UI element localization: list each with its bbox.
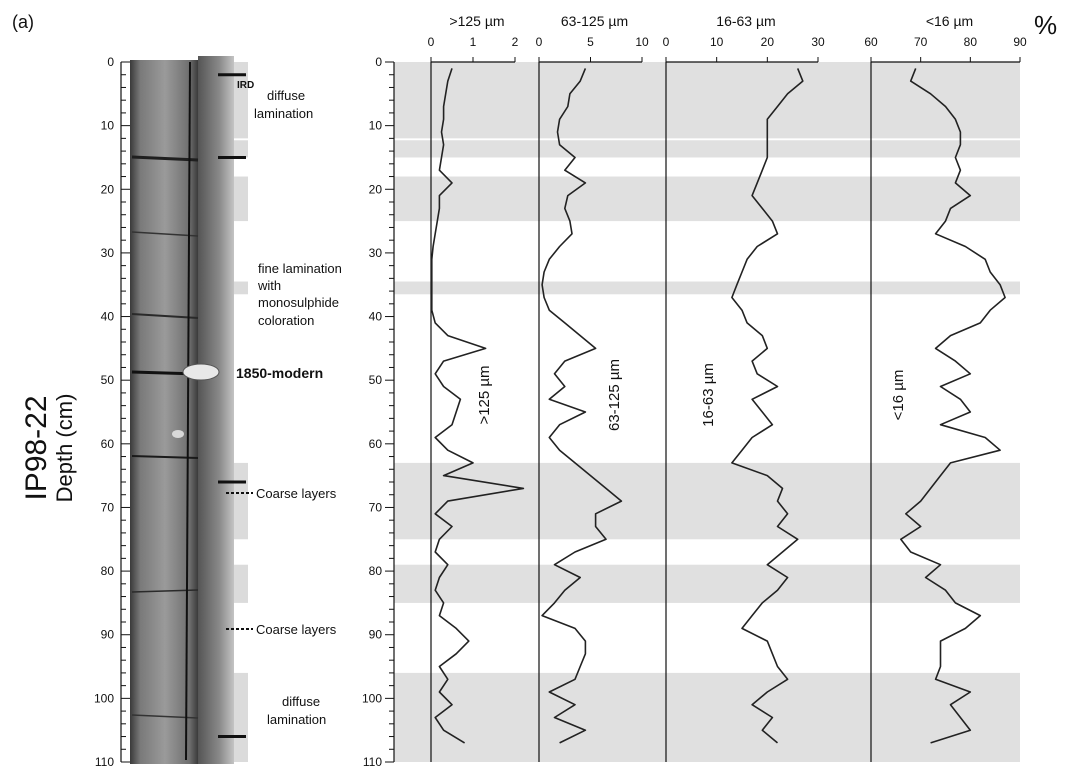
grain-size-panels: >125 µm 0 1 2 >125 µm 63-125 µm 0 5 10 63-125 µm 1… [428, 13, 1027, 762]
series-label: >125 µm [476, 365, 493, 424]
shaded-intervals [234, 62, 1020, 762]
panel-x-tick-label: 1 [470, 35, 477, 49]
shaded-interval-core [234, 564, 248, 603]
depth-tick-label: 10 [369, 119, 383, 133]
shaded-interval [394, 462, 1020, 540]
core-name-label: IP98-22 [20, 395, 53, 500]
ird-label: IRD [237, 80, 254, 91]
depth-tick-label: 110 [95, 755, 114, 769]
panel-x-tick-label: 5 [587, 35, 594, 49]
panel-3: <16 µm 60 70 80 90 <16 µm [864, 13, 1027, 762]
panel-label: (a) [12, 12, 34, 32]
depth-tick-label: 80 [369, 564, 383, 578]
diffuse-lamination-top-line1: diffuse [267, 88, 305, 103]
fine-lamination-line2: with [257, 278, 281, 293]
depth-tick-label: 80 [101, 564, 115, 578]
panel-x-tick-label: 10 [710, 35, 724, 49]
depth-tick-label: 90 [369, 628, 383, 642]
depth-tick-label: 0 [375, 55, 382, 69]
series-label: <16 µm [890, 370, 907, 421]
shaded-interval [394, 672, 1020, 762]
depth-tick-label: 70 [369, 500, 383, 514]
core-depth-axis: 0 10 20 30 40 50 60 70 80 90 100 110 [94, 55, 130, 769]
panel-x-tick-label: 90 [1013, 35, 1027, 49]
shaded-interval-core [234, 62, 248, 139]
panel-x-tick-label: 0 [536, 35, 543, 49]
shaded-interval-core [234, 140, 248, 158]
panel-title: 16-63 µm [716, 13, 775, 29]
fine-lamination-line1: fine lamination [258, 261, 342, 276]
panel-1: 63-125 µm 0 5 10 63-125 µm [536, 13, 649, 762]
depth-tick-label: 90 [101, 628, 115, 642]
panel-x-tick-label: 10 [635, 35, 649, 49]
core-clast [182, 363, 220, 381]
panel-x-tick-label: 0 [428, 35, 435, 49]
diffuse-lamination-top-line2: lamination [254, 106, 313, 121]
panel-x-tick-label: 2 [512, 35, 519, 49]
series-label: 63-125 µm [606, 359, 623, 431]
shaded-interval [394, 62, 1020, 139]
percent-label: % [1034, 10, 1057, 40]
panel-x-tick-label: 0 [663, 35, 670, 49]
depth-tick-label: 60 [369, 437, 383, 451]
depth-tick-label: 40 [369, 310, 383, 324]
core-annotations: IRD diffuse lamination fine lamination w… [226, 80, 342, 727]
panel-title: 63-125 µm [561, 13, 628, 29]
depth-tick-label: 30 [101, 246, 115, 260]
panel-0: >125 µm 0 1 2 >125 µm [428, 13, 525, 762]
depth-tick-label: 70 [101, 500, 115, 514]
depth-tick-label: 30 [369, 246, 383, 260]
core-clast [172, 430, 184, 438]
depth-tick-label: 50 [101, 373, 115, 387]
depth-tick-label: 50 [369, 373, 383, 387]
depth-tick-label: 40 [101, 310, 115, 324]
series-line [731, 68, 804, 744]
core-photo [130, 56, 234, 764]
series-line [899, 68, 1006, 744]
fine-lamination-line3: monosulphide [258, 295, 339, 310]
depth-axis-label: Depth (cm) [52, 394, 77, 503]
plot-depth-axis: 0 10 20 30 40 50 60 70 80 90 100 110 [362, 55, 395, 769]
panel-title: <16 µm [926, 13, 973, 29]
coarse-layers-label-2: Coarse layers [256, 622, 337, 637]
diffuse-lamination-bottom-line1: diffuse [282, 694, 320, 709]
depth-tick-label: 110 [363, 755, 382, 769]
panel-x-tick-label: 80 [964, 35, 978, 49]
panel-x-tick-label: 30 [811, 35, 825, 49]
shaded-interval [394, 140, 1020, 158]
depth-tick-label: 60 [101, 437, 115, 451]
coarse-layers-label-1: Coarse layers [256, 486, 337, 501]
shaded-interval [394, 564, 1020, 603]
shaded-interval [394, 176, 1020, 222]
shaded-interval-core [234, 672, 248, 762]
depth-tick-label: 0 [107, 55, 114, 69]
series-label: 16-63 µm [700, 363, 717, 427]
shaded-interval-core [234, 281, 248, 295]
modern-age-label: 1850-modern [236, 365, 323, 381]
xray-image [198, 56, 234, 764]
core-layer-line [131, 155, 199, 162]
depth-tick-label: 20 [101, 182, 115, 196]
panel-title: >125 µm [449, 13, 504, 29]
depth-tick-label: 20 [369, 182, 383, 196]
core-crack [185, 61, 191, 761]
core-layer-line [131, 231, 199, 237]
panel-x-tick-label: 70 [914, 35, 928, 49]
diffuse-lamination-bottom-line2: lamination [267, 712, 326, 727]
core-layer-line [131, 313, 199, 319]
shaded-interval [394, 281, 1020, 295]
panel-x-tick-label: 20 [761, 35, 775, 49]
depth-tick-label: 100 [362, 691, 382, 705]
shaded-interval-core [234, 462, 248, 540]
panel-2: 16-63 µm 0 10 20 30 16-63 µm [663, 13, 825, 762]
series-line [541, 68, 623, 744]
depth-tick-label: 100 [94, 691, 114, 705]
panel-x-tick-label: 60 [864, 35, 878, 49]
series-line [430, 68, 525, 744]
shaded-interval-core [234, 176, 248, 222]
fine-lamination-line4: coloration [258, 313, 314, 328]
depth-tick-label: 10 [101, 119, 115, 133]
ird-markers [218, 73, 246, 739]
